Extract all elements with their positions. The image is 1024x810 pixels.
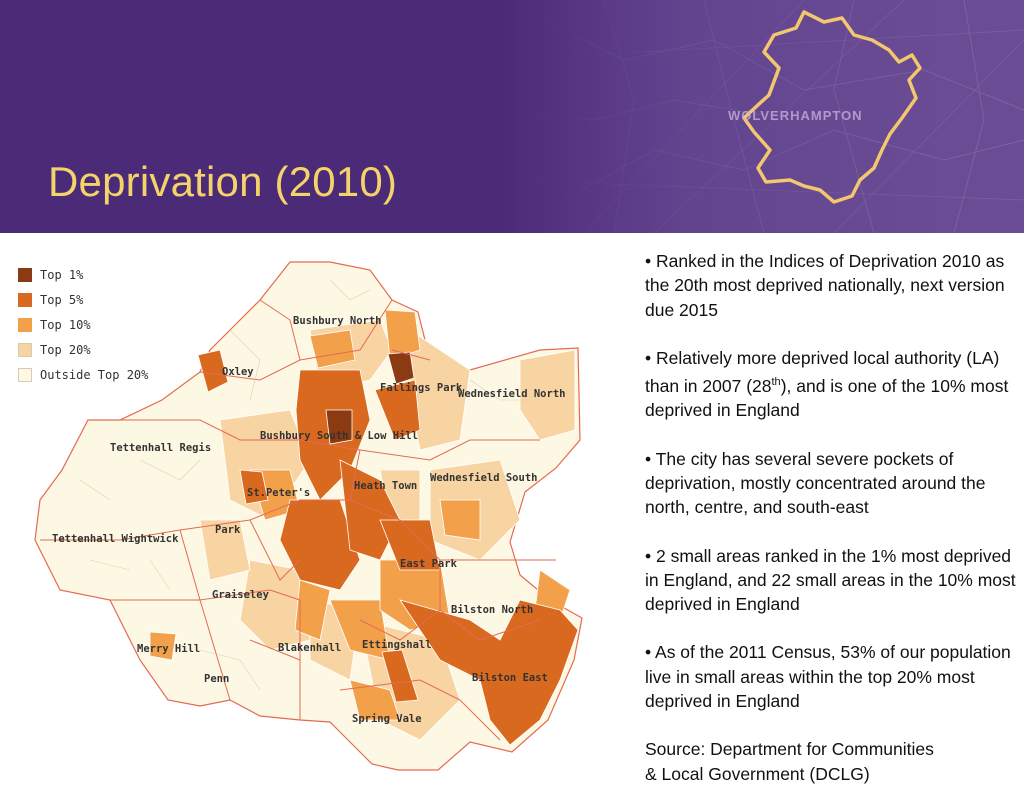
bullet-severe-pockets: • The city has several severe pockets of… [645, 448, 986, 518]
ward-label-bushbury-north: Bushbury North [293, 315, 382, 327]
ward-label-east-park: East Park [400, 558, 458, 570]
ward-label-wednesfield-south: Wednesfield South [430, 472, 537, 484]
legend-label: Outside Top 20% [40, 367, 149, 382]
legend-swatch-top-1 [18, 267, 32, 282]
legend-item-top-5: Top 5% [18, 287, 148, 312]
header-background-map [504, 0, 1024, 233]
legend-swatch-outside-top-20 [18, 367, 32, 382]
wolverhampton-boundary-outline [742, 10, 922, 204]
ward-label-merry-hill: Merry Hill [137, 643, 200, 655]
ward-label-spring-vale: Spring Vale [352, 713, 422, 725]
legend-swatch-top-5 [18, 292, 32, 307]
legend-label: Top 20% [40, 342, 91, 357]
ward-label-park: Park [215, 524, 241, 536]
source-note: Source: Department for Communities & Loca… [645, 737, 1017, 786]
legend-item-top-1: Top 1% [18, 262, 148, 287]
source-line-2: & Local Government (DCLG) [645, 763, 870, 784]
ward-label-tettenhall-wightwick: Tettenhall Wightwick [52, 533, 179, 545]
legend-label: Top 5% [40, 292, 84, 307]
ward-label-bilston-east: Bilston East [472, 672, 548, 684]
ward-label-graiseley: Graiseley [212, 589, 270, 601]
ward-label-wednesfield-north: Wednesfield North [458, 388, 565, 400]
ward-label-bilston-north: Bilston North [451, 604, 533, 616]
legend-swatch-top-10 [18, 317, 32, 332]
bullet-text: • Relatively more deprived local authori… [645, 347, 1000, 397]
legend-label: Top 1% [40, 267, 84, 282]
legend-item-outside-top-20: Outside Top 20% [18, 362, 148, 387]
bullet-census: • As of the 2011 Census, 53% of our popu… [645, 642, 1011, 711]
deprivation-map: Bushbury North Oxley Fallings Park Wedne… [34, 261, 583, 771]
ward-boundaries [40, 299, 556, 741]
page-title: Deprivation (2010) [48, 158, 398, 205]
ward-label-heath-town: Heath Town [354, 480, 417, 492]
legend-item-top-10: Top 10% [18, 312, 148, 337]
ward-label-oxley: Oxley [222, 366, 254, 378]
legend-item-top-20: Top 20% [18, 337, 148, 362]
ward-label-st-peters: St.Peter's [247, 487, 310, 499]
bullet-text: ), and is one of the 10% most deprived i… [645, 376, 1009, 421]
small-area-boundaries [79, 279, 530, 691]
bullet-ranking: • Ranked in the Indices of Deprivation 2… [645, 251, 1005, 320]
ward-label-penn: Penn [204, 673, 229, 685]
top-5-areas [197, 349, 579, 746]
ward-label-blakenhall: Blakenhall [278, 642, 341, 654]
ward-label-bushbury-south-low-hill: Bushbury South & Low Hill [260, 430, 418, 442]
header-banner: WOLVERHAMPTON Deprivation (2010) [0, 0, 1024, 233]
ward-label-ettingshall: Ettingshall [362, 639, 432, 651]
source-line-1: Source: Department for Communities [645, 739, 934, 760]
header-map-label: WOLVERHAMPTON [728, 108, 863, 123]
ward-label-fallings-park: Fallings Park [380, 382, 463, 394]
legend-label: Top 10% [40, 317, 91, 332]
legend-swatch-top-20 [18, 342, 32, 357]
superscript-th: th [771, 376, 781, 389]
bullet-small-areas: • 2 small areas ranked in the 1% most de… [645, 545, 1016, 615]
bullet-list: • Ranked in the Indices of Deprivation 2… [645, 249, 1017, 810]
ward-label-tettenhall-regis: Tettenhall Regis [110, 442, 211, 454]
map-legend: Top 1% Top 5% Top 10% Top 20% Outside To… [18, 262, 148, 387]
bullet-relative-deprivation: • Relatively more deprived local authori… [645, 346, 1017, 423]
